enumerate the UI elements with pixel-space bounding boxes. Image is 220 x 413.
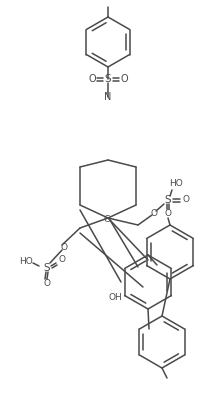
Text: HO: HO [169,180,183,188]
Text: OH: OH [108,292,122,301]
Text: C: C [104,214,110,223]
Text: O: O [150,209,158,218]
Text: S: S [44,263,50,273]
Text: O: O [59,256,66,264]
Text: S: S [165,195,171,205]
Text: O: O [120,74,128,84]
Text: N: N [104,92,112,102]
Text: O: O [183,195,189,204]
Text: O: O [165,209,172,218]
Text: S: S [105,74,111,84]
Text: O: O [44,280,51,289]
Text: HO: HO [19,257,33,266]
Text: O: O [88,74,96,84]
Text: O: O [61,242,68,252]
